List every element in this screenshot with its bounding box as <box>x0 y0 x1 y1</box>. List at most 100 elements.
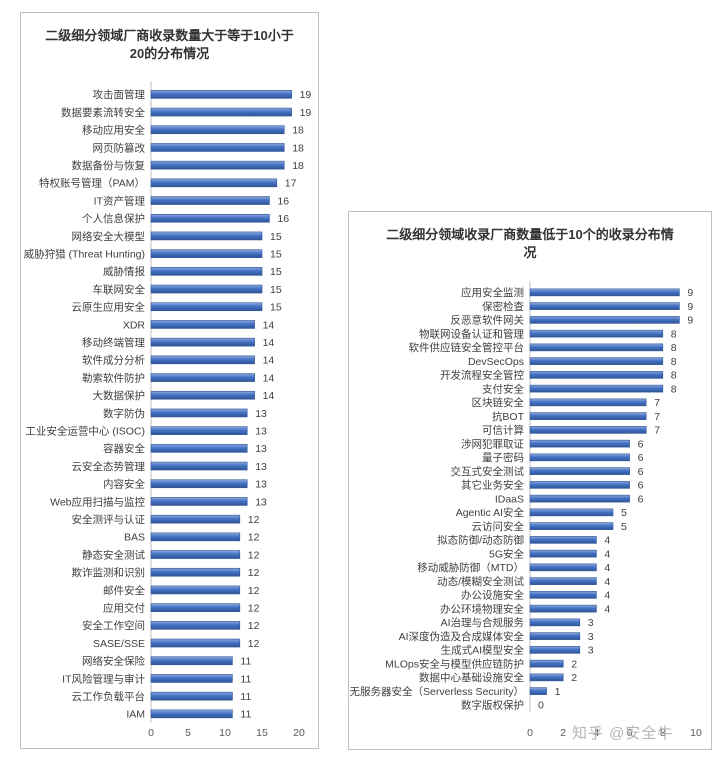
value-label: 11 <box>240 656 251 668</box>
category-label: 移动终端管理 <box>82 336 145 349</box>
category-label: 量子密码 <box>482 451 524 464</box>
bar <box>529 412 647 420</box>
bar <box>529 687 547 695</box>
category-label: IAM <box>126 709 145 721</box>
category-label: 大数据保护 <box>93 389 146 402</box>
x-tick-label: 2 <box>560 727 566 739</box>
category-label: 邮件安全 <box>103 584 145 597</box>
value-label: 7 <box>654 397 660 409</box>
value-label: 7 <box>654 425 660 437</box>
value-label: 5 <box>621 521 627 533</box>
category-label: 内容安全 <box>103 478 145 491</box>
category-label: 移动威胁防御（MTD） <box>417 561 524 574</box>
category-label: 安全测评与认证 <box>72 513 146 526</box>
bar <box>529 426 647 434</box>
bar <box>150 479 248 489</box>
value-label: 18 <box>292 142 304 154</box>
value-label: 4 <box>604 576 610 588</box>
category-label: 数据中心基础设施安全 <box>419 671 524 684</box>
value-label: 6 <box>638 480 644 492</box>
bar <box>529 646 581 654</box>
value-label: 6 <box>638 452 644 464</box>
category-label: 抗BOT <box>492 410 525 423</box>
bar <box>150 656 233 666</box>
value-label: 9 <box>687 287 693 299</box>
category-label: 生成式AI模型安全 <box>441 644 525 657</box>
value-label: 13 <box>255 496 267 508</box>
value-label: 13 <box>255 443 267 455</box>
value-label: 8 <box>671 370 677 382</box>
category-label: Web应用扫描与监控 <box>50 495 145 508</box>
value-label: 14 <box>263 355 275 367</box>
category-label: 办公环境物理安全 <box>440 602 524 615</box>
value-label: 14 <box>263 372 275 384</box>
category-label: 拟态防御/动态防御 <box>437 534 524 547</box>
bar <box>150 709 233 719</box>
value-label: 6 <box>638 466 644 478</box>
category-label: 涉网犯罪取证 <box>461 437 524 450</box>
bar <box>150 107 292 117</box>
bar <box>150 231 263 241</box>
x-tick-label: 5 <box>185 727 191 739</box>
category-label: DevSecOps <box>468 356 524 368</box>
value-label: 9 <box>687 315 693 327</box>
value-label: 3 <box>588 645 594 657</box>
value-label: 5 <box>621 507 627 519</box>
bar <box>150 320 255 329</box>
value-label: 11 <box>240 691 251 703</box>
bar-chart-right: 应用安全监测 9 保密检查 9 反恶意软件网关 9 物联网设备认证和管理 8 软件供应链安全管控… <box>350 281 702 739</box>
bar <box>150 90 292 99</box>
value-label: 2 <box>571 672 577 684</box>
bar <box>150 355 255 365</box>
category-label: XDR <box>123 319 146 331</box>
bar <box>150 567 241 577</box>
category-label: 支付安全 <box>482 382 524 395</box>
category-label: 静态安全测试 <box>82 548 145 561</box>
bar <box>529 508 614 517</box>
watermark-text: 知乎 @安全牛 <box>572 725 674 742</box>
category-label: 网页防篡改 <box>93 141 146 154</box>
bar <box>529 453 630 462</box>
value-label: 9 <box>687 301 693 313</box>
category-label: 网络安全大模型 <box>72 230 146 243</box>
value-label: 13 <box>255 408 267 420</box>
category-label: BAS <box>124 532 145 544</box>
category-label: IT风险管理与审计 <box>62 672 145 685</box>
value-label: 16 <box>277 213 289 225</box>
category-label: 网络安全保险 <box>82 655 145 668</box>
value-label: 11 <box>240 709 251 721</box>
value-label: 3 <box>588 631 594 643</box>
bar <box>150 674 233 683</box>
chart-panel-right: 二级细分领域收录厂商数量低于10个的收录分布情况 应用安全监测 9 保密检查 9 反恶意… <box>348 211 712 750</box>
value-label: 4 <box>604 562 610 574</box>
value-label: 6 <box>638 493 644 505</box>
bar <box>529 439 630 448</box>
value-label: 14 <box>263 390 275 402</box>
value-label: 6 <box>638 438 644 450</box>
value-label: 3 <box>588 617 594 629</box>
category-label: 数字防伪 <box>103 407 145 420</box>
bar <box>529 632 581 640</box>
value-label: 15 <box>270 248 282 260</box>
bar <box>150 143 285 152</box>
bar <box>529 618 581 627</box>
bar <box>150 160 285 170</box>
value-label: 13 <box>255 479 267 491</box>
bar <box>529 398 647 407</box>
value-label: 4 <box>604 535 610 547</box>
bar <box>529 577 597 585</box>
bar <box>150 337 255 347</box>
category-label: 移动应用安全 <box>82 124 145 137</box>
bar <box>150 390 255 400</box>
value-label: 8 <box>671 356 677 368</box>
bar <box>150 691 233 701</box>
category-label: 开发流程安全管控 <box>440 369 524 382</box>
category-label: 反恶意软件网关 <box>451 314 525 327</box>
bar <box>529 604 597 613</box>
x-tick-label: 10 <box>219 727 231 739</box>
bar <box>150 178 278 188</box>
bar <box>150 426 248 435</box>
bar <box>529 343 664 352</box>
x-tick-label: 6 <box>627 727 633 739</box>
bar <box>150 302 263 312</box>
